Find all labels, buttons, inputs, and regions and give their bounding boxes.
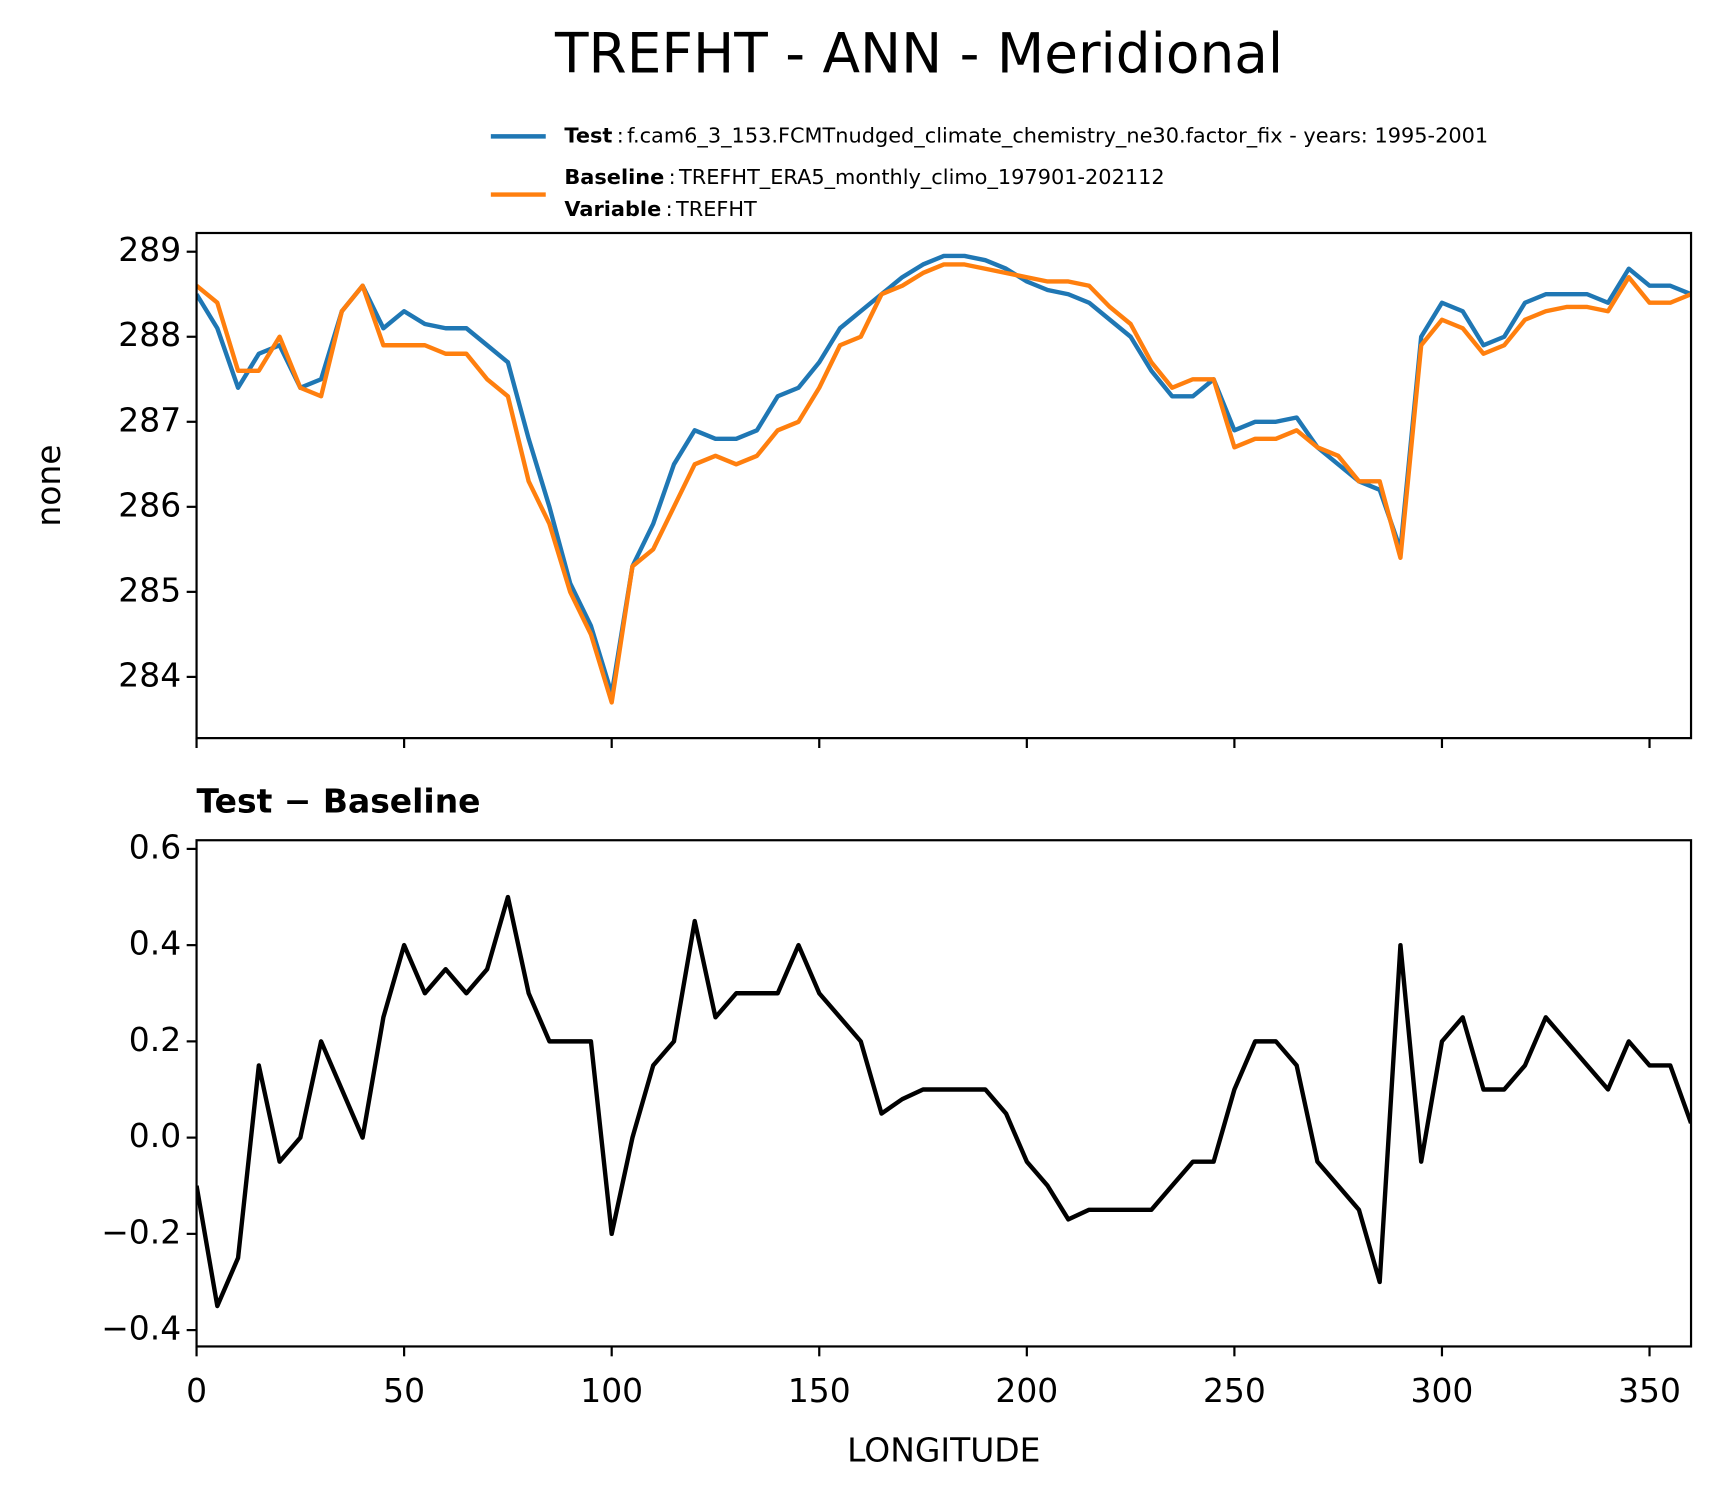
legend-name: Variable (564, 197, 661, 221)
y-tick-label: 0.0 (129, 1116, 181, 1155)
y-tick-label: 288 (118, 315, 181, 354)
legend-entry: Test: f.cam6_3_153.FCMTnudged_climate_che… (564, 123, 1488, 148)
axes-frame (195, 839, 1693, 1348)
y-tick-label: 0.6 (129, 827, 181, 866)
data-line (196, 894, 1692, 1309)
legend-description: f.cam6_3_153.FCMTnudged_climate_chemistr… (627, 123, 1488, 148)
legend-entry: Variable: TREFHT (564, 197, 757, 221)
y-tick-label: 284 (118, 655, 181, 694)
y-tick-label: 289 (118, 230, 181, 269)
legend-name: Test (564, 123, 612, 147)
data-line (196, 253, 1692, 697)
legend-name: Baseline (564, 165, 664, 189)
x-tick-label: 250 (1203, 1371, 1266, 1410)
y-tick-label: −0.2 (101, 1212, 181, 1251)
axes-frame (195, 231, 1693, 740)
y-tick-label: 285 (118, 570, 181, 609)
legend-description: TREFHT_ERA5_monthly_climo_197901-202112 (678, 165, 1165, 190)
x-tick-label: 50 (383, 1371, 425, 1410)
y-tick-label: 286 (118, 485, 181, 524)
y-tick-label: 287 (118, 400, 181, 439)
legend-separator: : (669, 165, 676, 189)
x-tick-label: 350 (1618, 1371, 1681, 1410)
x-axis-label: LONGITUDE (847, 1430, 1040, 1469)
legend-entry: Baseline: TREFHT_ERA5_monthly_climo_19790… (564, 165, 1164, 190)
x-tick-label: 200 (995, 1371, 1058, 1410)
subplot-title: Test − Baseline (197, 781, 481, 820)
y-tick-label: 0.4 (129, 924, 181, 963)
y-tick-label: −0.4 (101, 1309, 181, 1348)
x-tick-label: 300 (1411, 1371, 1474, 1410)
figure-title: TREFHT - ANN - Meridional (554, 21, 1283, 85)
y-tick-label: 0.2 (129, 1020, 181, 1059)
legend-description: TREFHT (675, 197, 757, 221)
x-tick-label: 150 (788, 1371, 851, 1410)
legend-separator: : (666, 197, 673, 221)
data-line (196, 262, 1692, 705)
x-tick-label: 100 (580, 1371, 643, 1410)
x-tick-label: 0 (186, 1371, 207, 1410)
y-axis-label: none (29, 444, 68, 526)
legend-separator: : (617, 123, 624, 147)
